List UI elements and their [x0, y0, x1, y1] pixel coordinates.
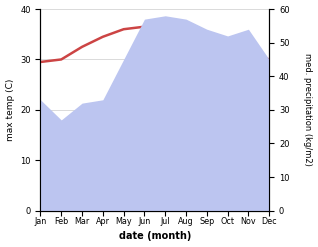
Y-axis label: med. precipitation (kg/m2): med. precipitation (kg/m2): [303, 53, 313, 166]
X-axis label: date (month): date (month): [119, 231, 191, 242]
Y-axis label: max temp (C): max temp (C): [5, 79, 15, 141]
